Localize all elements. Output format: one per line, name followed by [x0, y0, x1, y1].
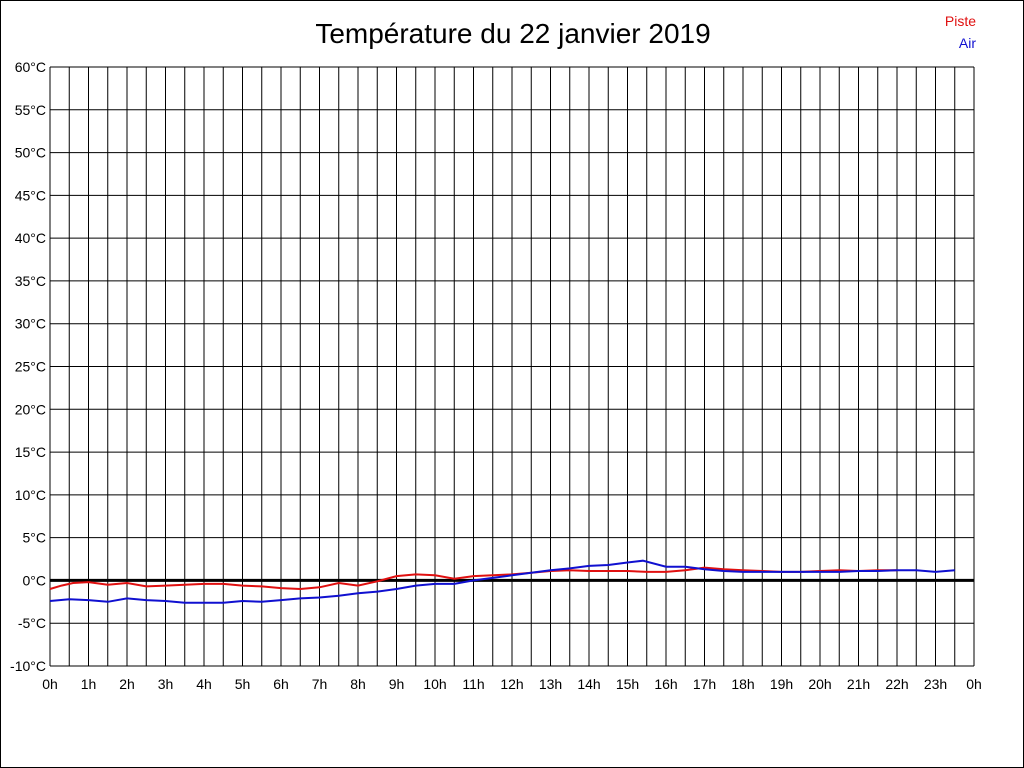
x-tick-label: 14h	[577, 676, 600, 692]
y-tick-label: 35°C	[15, 273, 46, 289]
x-tick-label: 18h	[731, 676, 754, 692]
legend-piste: Piste	[944, 13, 976, 29]
x-tick-label: 23h	[924, 676, 947, 692]
x-tick-label: 6h	[273, 676, 289, 692]
x-tick-label: 15h	[616, 676, 639, 692]
x-tick-label: 16h	[654, 676, 677, 692]
y-tick-label: 60°C	[15, 59, 46, 75]
x-tick-label: 3h	[158, 676, 174, 692]
y-tick-label: 20°C	[15, 401, 46, 417]
series-line-air	[49, 559, 955, 604]
y-tick-label: 50°C	[15, 145, 46, 161]
y-tick-label: 15°C	[15, 444, 46, 460]
x-tick-label: 10h	[423, 676, 446, 692]
y-tick-label: 5°C	[23, 530, 47, 546]
x-tick-label: 5h	[235, 676, 251, 692]
x-tick-label: 21h	[847, 676, 870, 692]
x-tick-label: 7h	[312, 676, 328, 692]
x-tick-label: 1h	[81, 676, 97, 692]
x-tick-label: 13h	[539, 676, 562, 692]
y-tick-label: 40°C	[15, 230, 46, 246]
x-tick-label: 0h	[42, 676, 58, 692]
y-tick-label: -10°C	[10, 658, 46, 674]
x-tick-label: 9h	[389, 676, 405, 692]
legend-air: Air	[958, 35, 976, 51]
x-tick-label: 11h	[462, 676, 484, 692]
y-tick-label: 55°C	[15, 102, 46, 118]
x-tick-label: 20h	[808, 676, 831, 692]
y-tick-label: 10°C	[15, 487, 46, 503]
x-tick-label: 0h	[966, 676, 982, 692]
chart-title: Température du 22 janvier 2019	[315, 18, 711, 49]
y-tick-label: 0°C	[23, 572, 47, 588]
x-tick-label: 19h	[770, 676, 793, 692]
series-line-piste	[49, 566, 897, 591]
y-tick-label: 45°C	[15, 187, 46, 203]
y-tick-label: -5°C	[18, 615, 46, 631]
x-tick-label: 2h	[119, 676, 135, 692]
y-tick-label: 25°C	[15, 359, 46, 375]
x-tick-label: 22h	[885, 676, 908, 692]
y-tick-label: 30°C	[15, 316, 46, 332]
x-tick-label: 8h	[350, 676, 366, 692]
x-tick-label: 12h	[500, 676, 523, 692]
x-tick-label: 17h	[693, 676, 716, 692]
x-tick-label: 4h	[196, 676, 212, 692]
